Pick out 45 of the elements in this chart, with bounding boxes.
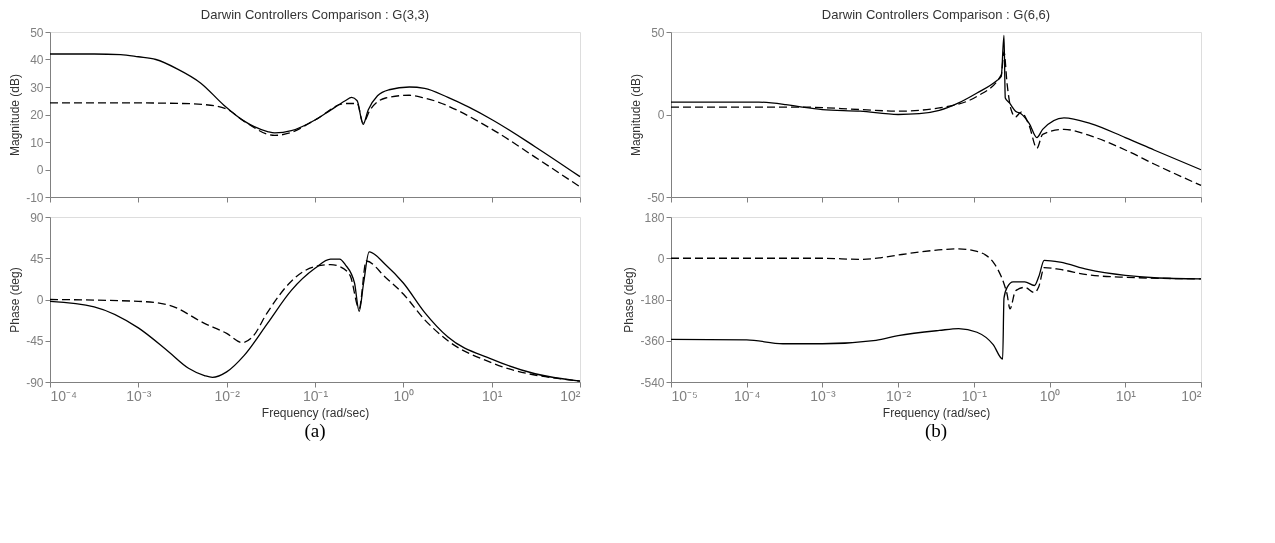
x-tick-label: 10⁻⁴ (733, 387, 761, 404)
x-axis-title: Frequency (rad/sec) (261, 405, 370, 420)
x-axis-title: Frequency (rad/sec) (882, 405, 991, 420)
y-tick-label: 0 (657, 251, 665, 266)
y-tick-label: 50 (651, 25, 665, 40)
chart-title: Darwin Controllers Comparison : G(3,3) (200, 7, 430, 22)
x-tick-label: 10² (1181, 387, 1202, 404)
x-tick-label: 10⁻² (214, 387, 241, 404)
y-tick-label: -360 (640, 334, 665, 349)
y-tick-label: -180 (640, 293, 665, 307)
y-tick-label: -90 (26, 375, 44, 390)
y-tick-label: 0 (36, 163, 44, 177)
x-tick-label: 10⁻⁴ (50, 387, 78, 404)
x-tick-label: 10² (560, 387, 581, 404)
y-tick-label: 180 (644, 210, 665, 225)
y-tick-label: -540 (640, 375, 665, 390)
x-tick-label: 10⁻⁵ (671, 387, 698, 404)
x-tick-label: 10⁻¹ (302, 387, 329, 404)
y-axis-title: Magnitude (dB) (629, 73, 644, 157)
text: (a) (304, 420, 326, 442)
y-tick-label: 40 (30, 53, 44, 67)
y-tick-label: 20 (30, 108, 44, 122)
y-tick-label: 90 (30, 210, 44, 225)
y-axis-title: Magnitude (dB) (8, 73, 23, 157)
y-tick-label: -45 (26, 334, 44, 349)
y-tick-label: -50 (647, 190, 665, 205)
x-tick-label: 10⁻³ (126, 387, 152, 404)
y-axis-title: Phase (deg) (8, 267, 23, 333)
y-tick-label: 0 (36, 293, 44, 307)
y-tick-label: 0 (657, 108, 665, 122)
x-tick-label: 10⁻³ (810, 387, 836, 404)
x-tick-label: 10⁰ (1039, 387, 1061, 404)
x-tick-label: 10¹ (482, 387, 503, 404)
y-tick-label: 30 (30, 80, 44, 95)
y-tick-label: 45 (30, 251, 44, 266)
y-tick-label: -10 (26, 190, 44, 205)
x-tick-label: 10⁰ (393, 387, 415, 404)
x-tick-label: 10⁻² (886, 387, 912, 404)
chart-title: Darwin Controllers Comparison : G(6,6) (821, 7, 1051, 22)
y-tick-label: 50 (30, 25, 44, 40)
text: (b) (924, 420, 948, 442)
x-tick-label: 10¹ (1115, 387, 1137, 404)
x-tick-label: 10⁻¹ (961, 387, 988, 404)
y-axis-title: Phase (deg) (622, 267, 637, 333)
y-tick-label: 10 (30, 135, 44, 150)
